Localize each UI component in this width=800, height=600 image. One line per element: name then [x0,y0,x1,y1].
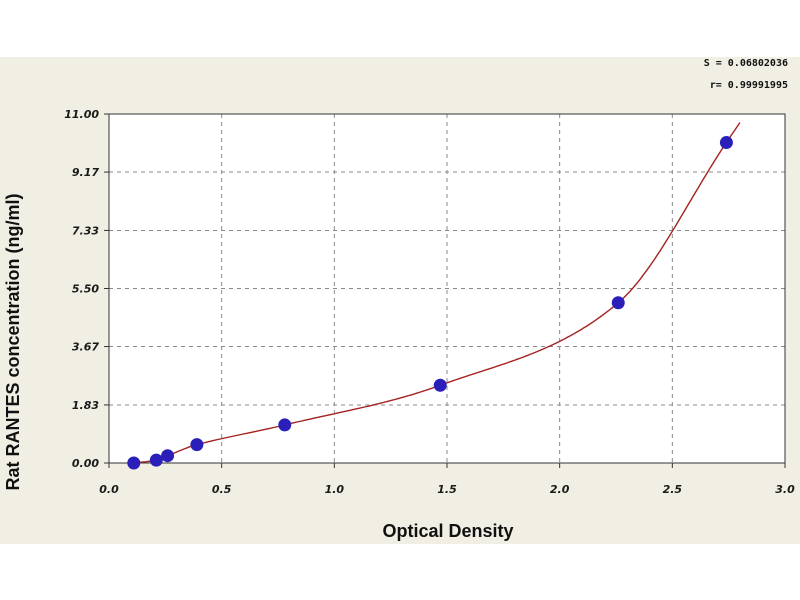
y-tick-label-2: 3.67 [72,341,99,354]
x-tick-label-2: 1.0 [325,483,345,496]
y-tick-label-5: 9.17 [72,166,99,179]
y-axis-title: Rat RANTES concentration (ng/ml) [3,193,23,490]
y-tick-label-4: 7.33 [72,224,99,237]
data-point-5 [433,378,447,392]
correlation-label: r= 0.99991995 [710,80,788,91]
data-point-3 [190,438,204,452]
standard-error-label: S = 0.06802036 [704,58,788,69]
y-tick-label-1: 1.83 [72,399,99,412]
data-point-6 [611,296,625,310]
y-tick-label-3: 5.50 [72,283,99,296]
x-tick-label-6: 3.0 [775,483,795,496]
calibration-chart: S = 0.06802036 r= 0.99991995 0.0 0.5 1.0 1.… [3,58,795,541]
data-point-2 [161,449,175,463]
data-point-0 [127,456,141,470]
x-tick-label-3: 1.5 [437,483,457,496]
x-axis-ticks: 0.0 0.5 1.0 1.5 2.0 2.5 3.0 [99,463,795,496]
x-tick-label-5: 2.5 [663,483,683,496]
data-point-4 [278,418,292,432]
chart-panel: S = 0.06802036 r= 0.99991995 0.0 0.5 1.0 1.… [0,57,800,544]
data-point-7 [719,136,733,150]
x-axis-title: Optical Density [382,521,513,541]
x-tick-label-4: 2.0 [550,483,570,496]
fit-statistics: S = 0.06802036 r= 0.99991995 [704,58,788,91]
data-points [127,136,733,470]
y-tick-label-6: 11.00 [64,108,99,121]
x-tick-label-0: 0.0 [99,483,119,496]
y-tick-label-0: 0.00 [72,457,99,470]
x-tick-label-1: 0.5 [212,483,232,496]
y-axis-ticks: 0.00 1.83 3.67 5.50 7.33 9.17 11.00 [64,108,109,470]
data-point-1 [149,453,163,467]
